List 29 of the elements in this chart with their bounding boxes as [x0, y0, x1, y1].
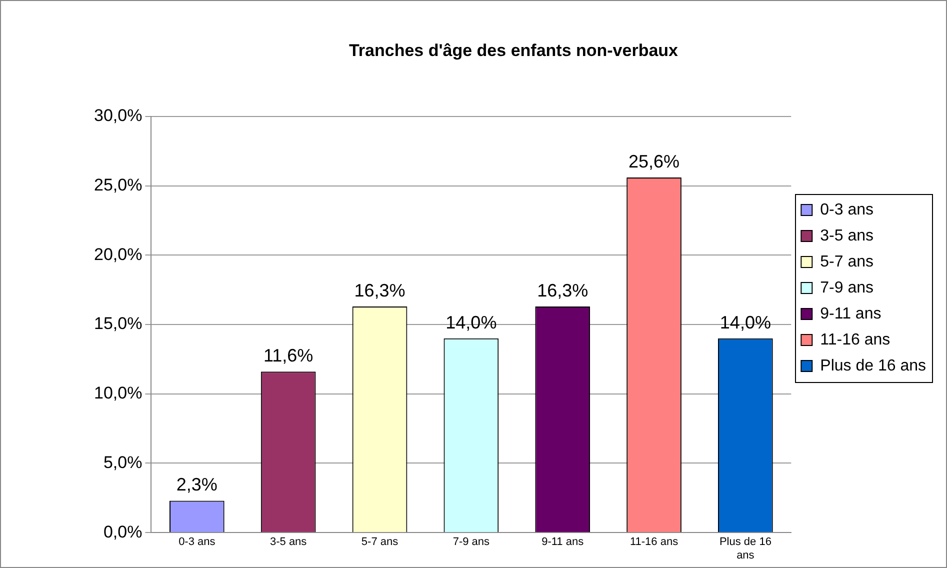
legend-label: 3-5 ans	[820, 227, 874, 244]
legend-label: 7-9 ans	[820, 279, 874, 296]
legend-label: Plus de 16 ans	[820, 357, 926, 374]
data-label: 16,3%	[537, 280, 588, 300]
data-label: 2,3%	[176, 474, 218, 495]
data-label: 16,3%	[354, 280, 406, 300]
data-label: 25,6%	[628, 151, 680, 172]
y-tick-label: 0,0%	[103, 522, 142, 542]
legend-label: 5-7 ans	[820, 253, 874, 270]
x-tick-label: 5-7 ans	[361, 536, 399, 548]
x-tick-label: 7-9 ans	[452, 536, 490, 548]
x-tick-label: 11-16 ans	[630, 536, 679, 548]
y-tick-label: 10,0%	[94, 384, 142, 403]
x-tick-label: Plus de 16 ans	[719, 536, 772, 562]
y-tick-label: 5,0%	[103, 452, 142, 472]
y-tick-label: 15,0%	[94, 314, 142, 334]
data-label: 11,6%	[263, 346, 314, 366]
x-tick-label: 3-5 ans	[270, 536, 308, 548]
chart-title: Tranches d'âge des enfants non-verbaux	[348, 40, 679, 60]
x-tick-label: 0-3 ans	[178, 536, 216, 548]
data-label: 14,0%	[720, 312, 771, 332]
y-tick-label: 25,0%	[94, 175, 142, 194]
legend-label: 11-16 ans	[820, 331, 890, 348]
legend-label: 0-3 ans	[820, 201, 874, 218]
y-tick-label: 30,0%	[94, 106, 142, 126]
legend-label: 9-11 ans	[820, 305, 882, 322]
x-tick-label: 9-11 ans	[542, 536, 584, 548]
data-label: 14,0%	[446, 312, 497, 332]
y-tick-label: 20,0%	[94, 244, 142, 264]
